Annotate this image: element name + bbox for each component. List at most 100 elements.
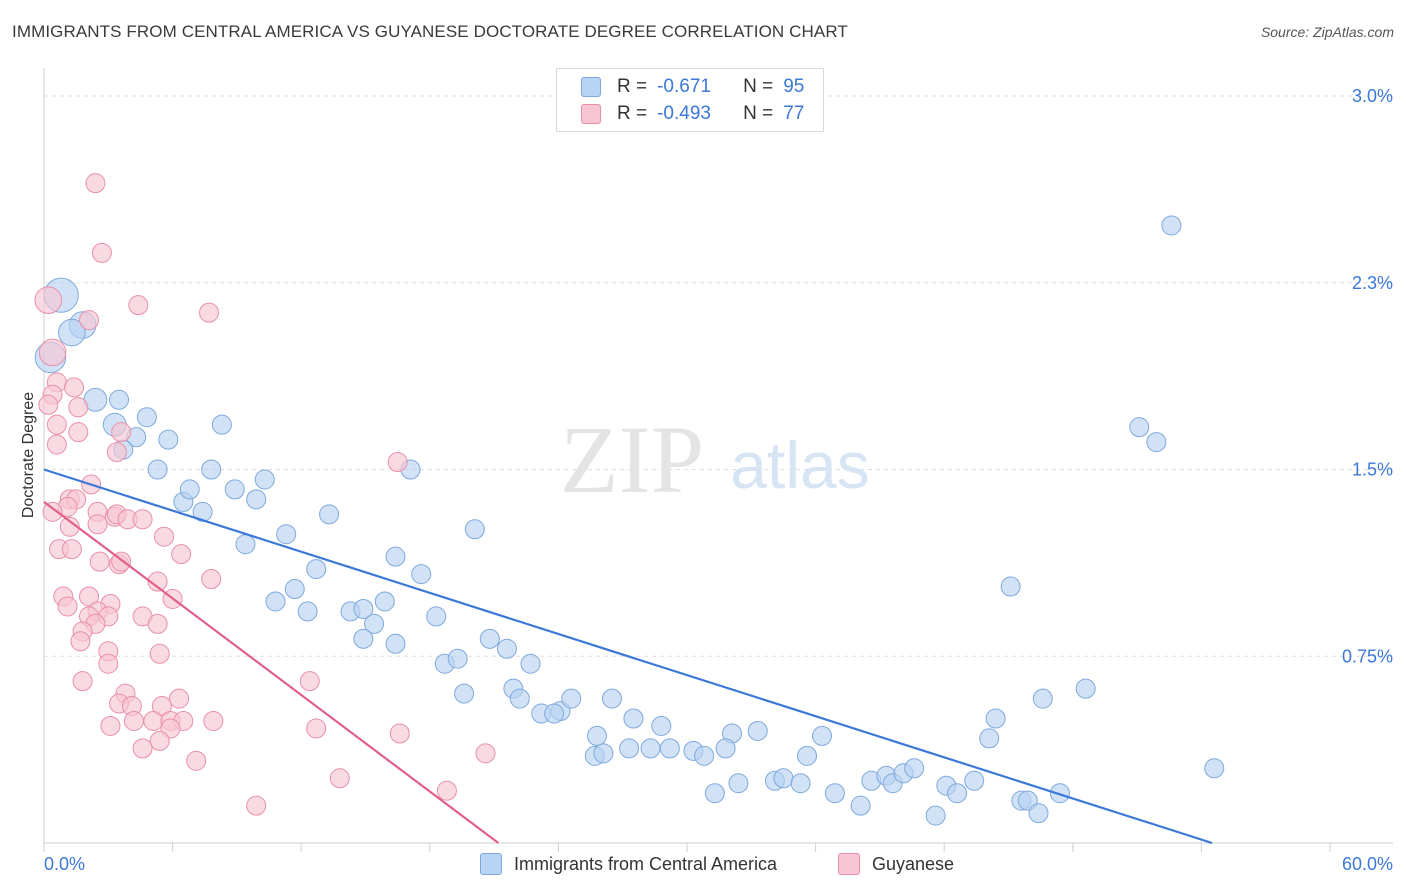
legend-n-value: 95 xyxy=(783,76,805,97)
data-point xyxy=(46,434,67,455)
legend: R = -0.671 N = 95 R = -0.493 N = 77 xyxy=(556,68,824,132)
axes xyxy=(43,68,1393,852)
data-point xyxy=(1204,758,1225,779)
data-point xyxy=(211,414,232,435)
legend-n-label: N = xyxy=(743,76,774,97)
data-point xyxy=(59,516,80,537)
data-point xyxy=(201,569,222,590)
data-point xyxy=(128,295,149,316)
data-point xyxy=(715,738,736,759)
data-point xyxy=(147,571,168,592)
data-point xyxy=(106,442,127,463)
data-point xyxy=(149,643,170,664)
data-point xyxy=(985,708,1006,729)
data-point xyxy=(171,544,192,565)
data-point xyxy=(1000,576,1021,597)
data-point xyxy=(306,559,327,580)
legend-r-label: R = xyxy=(617,76,648,97)
data-point xyxy=(544,703,565,724)
data-point xyxy=(246,489,267,510)
x-tick-label: 60.0% xyxy=(1342,854,1393,874)
bottom-legend-swatch-pink xyxy=(838,853,860,875)
y-tick-label: 0.75% xyxy=(1342,646,1393,666)
data-point xyxy=(224,479,245,500)
data-point xyxy=(143,710,164,731)
data-point xyxy=(186,750,207,771)
data-point xyxy=(385,546,406,567)
data-point xyxy=(136,407,157,428)
legend-r-value: -0.493 xyxy=(657,103,711,124)
data-point xyxy=(364,613,385,634)
data-point xyxy=(254,469,275,490)
legend-n-label: N = xyxy=(743,103,774,124)
data-point xyxy=(496,638,517,659)
data-point xyxy=(201,459,222,480)
data-point xyxy=(694,745,715,766)
data-point xyxy=(42,501,63,522)
data-point xyxy=(1129,417,1150,438)
data-point xyxy=(387,452,408,473)
bottom-legend-series2: Guyanese xyxy=(838,852,954,876)
data-point xyxy=(151,696,172,717)
data-point xyxy=(586,725,607,746)
data-point xyxy=(276,524,297,545)
data-point xyxy=(454,683,475,704)
legend-swatch-pink xyxy=(581,104,601,124)
data-point xyxy=(246,795,267,816)
data-point xyxy=(385,633,406,654)
data-point xyxy=(85,173,106,194)
data-point xyxy=(79,586,100,607)
data-point xyxy=(68,397,89,418)
trendline-immigrants-central-america xyxy=(43,468,1213,845)
data-point xyxy=(824,783,845,804)
x-tick-label: 0.0% xyxy=(44,854,85,874)
data-point xyxy=(38,394,59,415)
chart-title: IMMIGRANTS FROM CENTRAL AMERICA VS GUYAN… xyxy=(12,22,848,41)
data-point xyxy=(411,564,432,585)
data-point xyxy=(299,671,320,692)
data-point xyxy=(464,519,485,540)
data-point xyxy=(72,671,93,692)
trendlines xyxy=(43,468,1213,845)
data-point xyxy=(147,459,168,480)
data-point xyxy=(773,768,794,789)
data-point xyxy=(925,805,946,826)
data-point xyxy=(179,479,200,500)
data-point xyxy=(979,728,1000,749)
data-point xyxy=(1075,678,1096,699)
data-point xyxy=(1146,432,1167,453)
data-point xyxy=(797,745,818,766)
data-point xyxy=(199,302,220,323)
data-point xyxy=(38,338,67,367)
bottom-legend-series1: Immigrants from Central America xyxy=(480,852,777,876)
data-point xyxy=(46,414,67,435)
data-point xyxy=(297,601,318,622)
legend-r-value: -0.671 xyxy=(657,76,711,97)
legend-swatch-blue xyxy=(581,77,601,97)
legend-n-value: 77 xyxy=(783,103,805,124)
y-tick-label: 3.0% xyxy=(1352,86,1393,106)
source-label: Source: ZipAtlas.com xyxy=(1260,24,1394,40)
legend-r-label: R = xyxy=(617,103,648,124)
data-point xyxy=(61,539,82,560)
data-point xyxy=(353,598,374,619)
data-point xyxy=(158,429,179,450)
data-point xyxy=(34,286,63,314)
data-point xyxy=(265,591,286,612)
data-point xyxy=(284,579,305,600)
data-point xyxy=(1032,688,1053,709)
data-point xyxy=(479,628,500,649)
data-point xyxy=(100,715,121,736)
data-point xyxy=(329,768,350,789)
y-axis-label: Doctorate Degree xyxy=(20,392,37,518)
data-point xyxy=(98,653,119,674)
data-point xyxy=(436,780,457,801)
series-guyanese xyxy=(34,173,496,816)
bottom-legend-label: Immigrants from Central America xyxy=(514,853,778,874)
watermark: ZIP atlas xyxy=(560,406,870,513)
data-point xyxy=(203,710,224,731)
data-point xyxy=(747,720,768,741)
data-point xyxy=(68,422,89,443)
watermark-zip: ZIP xyxy=(560,406,704,513)
data-point xyxy=(132,509,153,530)
